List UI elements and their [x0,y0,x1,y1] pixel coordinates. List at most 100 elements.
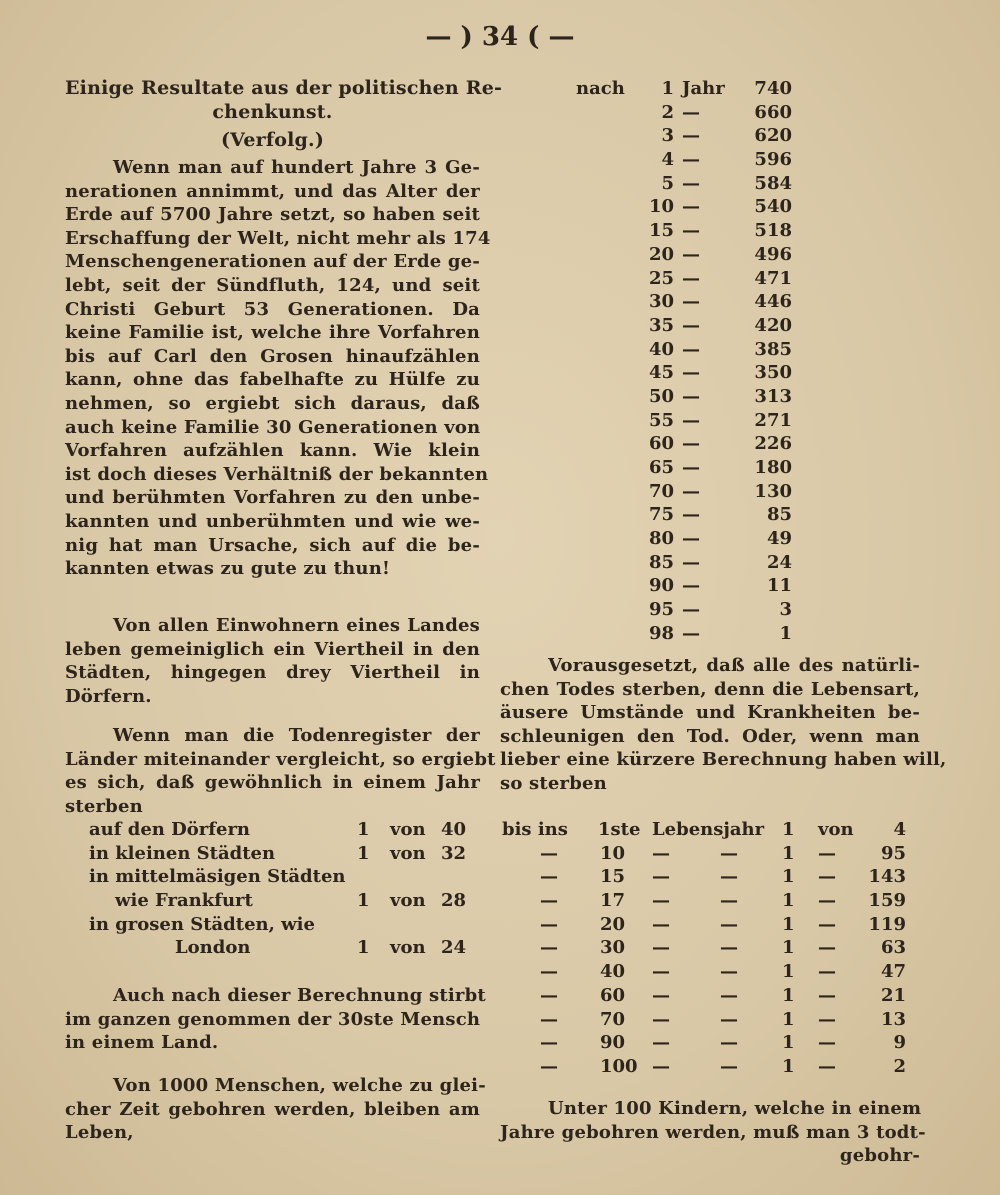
place-cell: in kleinen Städten [89,842,276,864]
unit-cell: — [682,575,700,597]
text-line: cher Zeit gebohren werden, bleiben am [65,1098,480,1120]
survival-row: 70 — 130 [500,480,920,504]
text-line: Menschengenerationen auf der Erde ge- [65,251,480,273]
text-line: Wenn man die Todenregister der [113,725,480,746]
von-cell: — [818,937,836,959]
von-cell: von [390,890,426,912]
survivors-cell: 584 [754,172,792,194]
unit-cell: — [682,362,700,384]
unit-cell: — [682,528,700,550]
one-cell: 1 [782,819,795,840]
text-line: kann, ohne das fabelhafte zu Hülfe zu [65,369,480,391]
one-cell: 1 [782,984,795,1006]
col-d-cell: — [720,1055,738,1077]
text-line: kannten etwas zu gute zu thun! [65,558,391,580]
age-cell: 40 [600,961,626,983]
survivors-cell: 1 [779,622,792,644]
age-cell: 15 [648,220,674,242]
col-d-cell: — [720,961,738,983]
survivors-cell: 660 [754,101,792,123]
unit-cell: — [682,480,700,502]
age-cell: 35 [648,314,674,336]
age-cell: 20 [648,243,674,265]
unit-cell: — [682,196,700,218]
count-cell: 47 [880,961,906,983]
col-d-cell: — [720,1032,738,1054]
col-c-cell: — [652,937,670,959]
survivors-cell: 620 [754,125,792,147]
col-a-cell: — [540,890,558,912]
text-line: nehmen, so ergiebt sich daraus, daß [65,392,480,414]
unit-cell: — [682,338,700,360]
text-line: chenkunst. [212,100,333,123]
age-cell: 98 [648,622,674,644]
text-line: sterben [65,795,143,817]
unit-cell: — [682,149,700,171]
text-line: Dörfern. [65,685,152,707]
survival-row: 95 — 3 [500,598,920,622]
text-line: Vorfahren aufzählen kann. Wie klein [65,440,480,462]
survivors-cell: 271 [754,409,792,431]
one-cell: 1 [782,1055,795,1077]
von-cell: — [818,890,836,912]
text-line: keine Familie ist, welche ihre Vorfahren [65,322,480,344]
text-line: lebt, seit der Sündfluth, 124, und seit [65,274,480,296]
col-a-cell: bis ins [502,819,568,840]
von-cell: von [390,937,426,959]
col-a-cell: — [540,984,558,1006]
mortality-row: — 40 — — 1 — 47 [500,960,920,984]
col-a-cell: — [540,1032,558,1054]
col-c-cell: — [652,1055,670,1077]
article-title: Einige Resultate aus der politischen Re-… [65,77,502,124]
survivors-cell: 740 [754,78,792,99]
age-cell: 50 [648,385,674,407]
survival-row: 15 — 518 [500,219,920,243]
death-rate-row: London 1 von 24 [65,936,480,960]
paragraph-population: Von allen Einwohnern eines Landes leben g… [65,614,480,708]
age-cell: 95 [648,599,674,621]
age-cell: 75 [648,504,674,526]
unit-cell: — [682,125,700,147]
death-rate-row: in mittelmäsigen Städten [65,865,480,889]
survival-row: 80 — 49 [500,527,920,551]
unit-cell: Jahr [682,78,725,99]
text-line: Von allen Einwohnern eines Landes [113,615,480,636]
count-cell: 95 [880,842,906,864]
age-cell: 1 [661,78,674,99]
text-line: schleunigen den Tod. Oder, wenn man [500,725,920,747]
unit-cell: — [682,504,700,526]
unit-cell: — [682,433,700,455]
place-cell: wie Frankfurt [115,890,253,912]
age-cell: 55 [648,409,674,431]
mortality-row: — 70 — — 1 — 13 [500,1008,920,1032]
von-cell: — [818,866,836,888]
text-line: Erde auf 5700 Jahre setzt, so haben seit [65,204,480,226]
col-a-cell: — [540,961,558,983]
survival-row: 30 — 446 [500,290,920,314]
one-cell: 1 [782,842,795,864]
survivors-cell: 446 [754,291,792,313]
death-rate-row: in grosen Städten, wie [65,913,480,937]
age-cell: 60 [600,984,626,1006]
age-cell: 100 [600,1055,638,1077]
survival-row: 60 — 226 [500,432,920,456]
col-a-cell: — [540,1055,558,1077]
age-cell: 80 [648,528,674,550]
col-a-cell: — [540,913,558,935]
text-line: nerationen annimmt, und das Alter der [65,180,480,202]
survivors-cell: 350 [754,362,792,384]
age-cell: 1ste [598,819,641,840]
article-subtitle: (Verfolg.) [65,129,480,153]
col-a-cell: — [540,842,558,864]
survival-row: 20 — 496 [500,243,920,267]
von-cell: — [818,1055,836,1077]
age-cell: 85 [648,551,674,573]
survivors-cell: 385 [754,338,792,360]
survivors-cell: 596 [754,149,792,171]
age-cell: 65 [648,457,674,478]
age-cell: 20 [600,913,626,935]
survival-row: 75 — 85 [500,503,920,527]
col-c-cell: — [652,913,670,935]
survivors-cell: 471 [754,267,792,289]
one-cell: 1 [357,819,370,840]
